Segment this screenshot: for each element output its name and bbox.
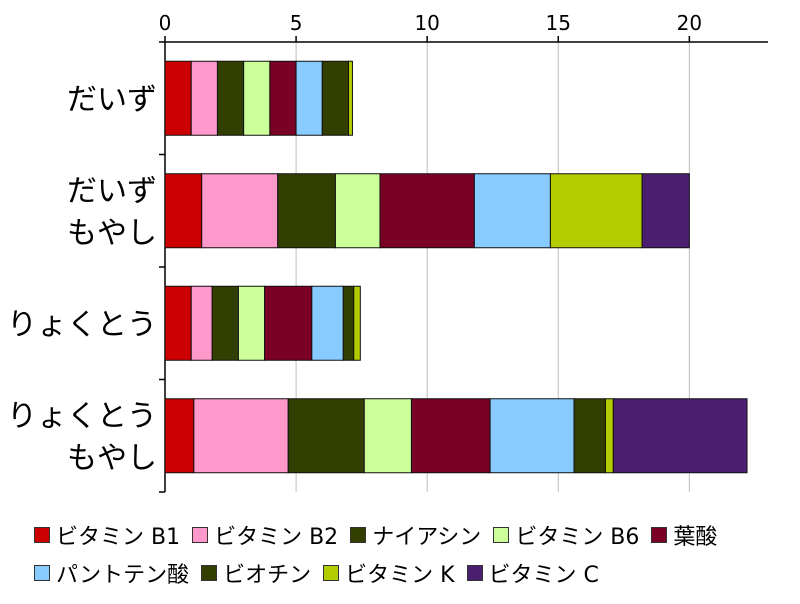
legend-item-vitamin-k: ビタミン K bbox=[323, 557, 455, 589]
bar-segment-2-8 bbox=[549, 173, 643, 249]
bar-segment-1-8 bbox=[348, 60, 353, 136]
legend-label: ビタミン B6 bbox=[515, 525, 640, 550]
legend-label: ビタミン K bbox=[345, 563, 455, 588]
legend-item-niacin: ナイアシン bbox=[350, 519, 481, 551]
legend-item-folate: 葉酸 bbox=[651, 519, 717, 551]
x-tick-label: 20 bbox=[677, 11, 702, 35]
bar-segment-3-4 bbox=[237, 285, 266, 361]
bar-segment-4-8 bbox=[604, 398, 614, 474]
bar-segment-1-7 bbox=[321, 60, 350, 136]
bar-segment-2-2 bbox=[201, 173, 279, 249]
category-label: りょくとうもやし bbox=[7, 399, 157, 476]
legend-item-vitamin-b6: ビタミン B6 bbox=[493, 519, 639, 551]
legend-swatch bbox=[34, 527, 50, 543]
legend-label: 葉酸 bbox=[673, 525, 718, 550]
x-tick-label: 0 bbox=[159, 11, 172, 35]
bar-segment-1-3 bbox=[216, 60, 245, 136]
bar-segment-2-6 bbox=[473, 173, 551, 249]
legend-row-1: ビタミン B1 ビタミン B2 ナイアシン ビタミン B6 葉酸 bbox=[34, 516, 794, 554]
bar-segment-1-1 bbox=[164, 60, 192, 136]
bar-segment-4-3 bbox=[287, 398, 365, 474]
bar-segment-4-6 bbox=[489, 398, 575, 474]
bar-segment-2-3 bbox=[277, 173, 336, 249]
bar-segment-2-9 bbox=[641, 173, 690, 249]
bar-segment-3-3 bbox=[211, 285, 239, 361]
bar-segment-3-7 bbox=[342, 285, 355, 361]
bar-segment-2-4 bbox=[334, 173, 381, 249]
bar-segment-1-6 bbox=[295, 60, 323, 136]
x-tick-label: 15 bbox=[546, 11, 571, 35]
legend-swatch bbox=[34, 565, 50, 581]
legend-swatch bbox=[201, 565, 218, 581]
bar-segment-4-9 bbox=[612, 398, 748, 474]
bar-segment-4-5 bbox=[410, 398, 491, 474]
legend-swatch bbox=[192, 527, 209, 543]
legend-label: ビタミン B2 bbox=[214, 525, 339, 550]
legend-item-vitamin-c: ビタミン C bbox=[466, 557, 599, 589]
bar-segment-1-4 bbox=[243, 60, 271, 136]
legend-item-vitamin-b2: ビタミン B2 bbox=[192, 519, 338, 551]
bar-segment-1-2 bbox=[190, 60, 218, 136]
category-label: だいずもやし bbox=[67, 174, 157, 251]
legend-swatch bbox=[350, 527, 367, 543]
legend-row-2: パントテン酸 ビオチン ビタミン K ビタミン C bbox=[34, 554, 794, 592]
legend-item-vitamin-b1: ビタミン B1 bbox=[34, 519, 180, 551]
bar-segment-3-8 bbox=[353, 285, 361, 361]
chart-legend: ビタミン B1 ビタミン B2 ナイアシン ビタミン B6 葉酸 パントテン酸 … bbox=[34, 516, 794, 592]
x-tick-label: 5 bbox=[290, 11, 303, 35]
legend-label: ビオチン bbox=[223, 563, 312, 588]
x-tick-label: 10 bbox=[414, 11, 439, 35]
legend-swatch bbox=[493, 527, 510, 543]
legend-swatch bbox=[651, 527, 668, 543]
legend-label: ナイアシン bbox=[372, 525, 482, 550]
bar-segment-4-7 bbox=[573, 398, 606, 474]
bar-segment-2-1 bbox=[164, 173, 203, 249]
legend-swatch bbox=[323, 565, 340, 581]
category-label: だいず bbox=[67, 82, 157, 117]
legend-label: ビタミン C bbox=[488, 563, 599, 588]
bar-segment-4-2 bbox=[193, 398, 289, 474]
legend-item-biotin: ビオチン bbox=[201, 557, 311, 589]
legend-label: ビタミン B1 bbox=[56, 525, 181, 550]
bar-segment-3-5 bbox=[264, 285, 313, 361]
bar-segment-4-1 bbox=[164, 398, 195, 474]
bar-segment-3-2 bbox=[190, 285, 213, 361]
legend-item-pantothenic-acid: パントテン酸 bbox=[34, 557, 189, 589]
legend-label: パントテン酸 bbox=[56, 563, 190, 588]
bar-segment-1-5 bbox=[269, 60, 297, 136]
bar-segment-3-1 bbox=[164, 285, 192, 361]
legend-swatch bbox=[466, 565, 483, 581]
category-label: りょくとう bbox=[7, 307, 157, 342]
bar-segment-2-5 bbox=[379, 173, 475, 249]
bar-segment-4-4 bbox=[363, 398, 412, 474]
bar-segment-3-6 bbox=[311, 285, 344, 361]
